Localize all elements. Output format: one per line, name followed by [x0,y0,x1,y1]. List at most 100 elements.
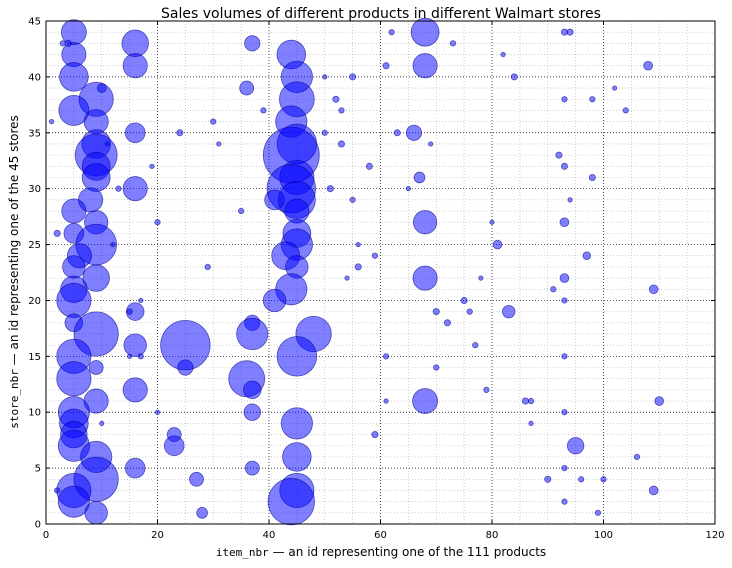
data-point [559,273,570,283]
data-point [60,19,87,46]
data-point [137,353,144,360]
data-point [382,353,390,360]
data-point [561,409,568,416]
data-point [59,62,89,92]
data-point [594,509,602,516]
data-point [88,360,104,375]
y-axis-label: store_nbr — an id representing one of th… [7,115,21,429]
data-point [365,162,373,170]
data-point [239,80,255,96]
points-layer [48,17,665,526]
data-point [433,364,440,371]
data-point [276,336,318,377]
data-point [654,396,665,406]
data-point [216,141,222,147]
y-tick-label: 10 [28,408,41,419]
data-point [443,319,451,327]
data-point [123,333,147,357]
data-point [412,53,438,79]
data-point [54,487,61,494]
data-point [555,151,563,159]
data-point [521,397,529,405]
data-point [121,29,149,58]
data-point [122,176,148,202]
data-point [82,264,110,292]
x-tick-label: 0 [43,530,49,541]
data-point [125,302,145,321]
data-point [633,453,641,461]
x-tick-label: 20 [151,530,164,541]
data-point [355,241,361,248]
data-point [371,431,379,439]
data-point [59,40,66,47]
data-point [528,420,534,427]
data-point [622,107,629,114]
data-point [127,353,133,359]
data-point [81,163,111,192]
data-point [589,96,596,103]
data-point [612,85,618,91]
data-point [432,308,440,316]
data-point [466,308,473,315]
data-point [338,107,345,114]
y-tick-label: 40 [28,72,41,83]
data-point [349,73,357,81]
data-point [56,361,92,397]
data-point [126,308,133,315]
data-point [62,255,86,279]
data-point [280,407,313,440]
data-point [550,286,557,293]
data-point [566,28,574,36]
data-point [561,465,568,472]
data-point [282,442,312,472]
data-point [410,17,440,47]
data-point [412,265,438,291]
data-point [110,241,116,248]
data-point [163,435,185,457]
data-point [267,478,315,526]
data-point [648,284,659,295]
x-axis-label-code: item_nbr [216,546,269,559]
data-point [449,40,457,47]
data-point [492,239,503,250]
data-point [527,397,535,405]
data-point [238,207,245,215]
data-point [96,83,107,93]
data-point [322,74,328,80]
chart-title: Sales volumes of different products in d… [161,6,601,22]
data-point [189,471,204,487]
data-point [561,96,568,103]
data-point [154,219,161,226]
data-point [64,39,72,47]
data-point [244,35,261,52]
y-tick-label: 35 [28,128,41,139]
y-axis-label-text: — an id representing one of the 45 store… [7,115,21,369]
data-point [483,386,490,393]
data-point [344,275,350,281]
data-point [61,198,87,224]
data-point [243,403,261,421]
y-tick-label: 45 [28,17,41,28]
data-point [154,409,161,415]
data-point [383,398,389,404]
y-tick-label: 20 [28,296,41,307]
data-point [648,485,659,496]
data-point [326,185,334,193]
data-point [243,380,262,400]
data-point [561,498,568,505]
data-point [559,217,570,228]
data-point [349,196,356,203]
y-tick-label: 30 [28,184,41,195]
x-tick-label: 100 [594,530,613,541]
data-point [371,252,379,259]
data-point [176,129,184,137]
data-point [472,342,479,349]
data-point [502,304,516,319]
data-point [561,297,568,304]
x-tick-label: 60 [374,530,387,541]
data-point [382,62,390,70]
x-axis-label-text: — an id representing one of the 111 prod… [269,545,546,559]
data-point [510,73,518,81]
data-point [122,377,148,403]
